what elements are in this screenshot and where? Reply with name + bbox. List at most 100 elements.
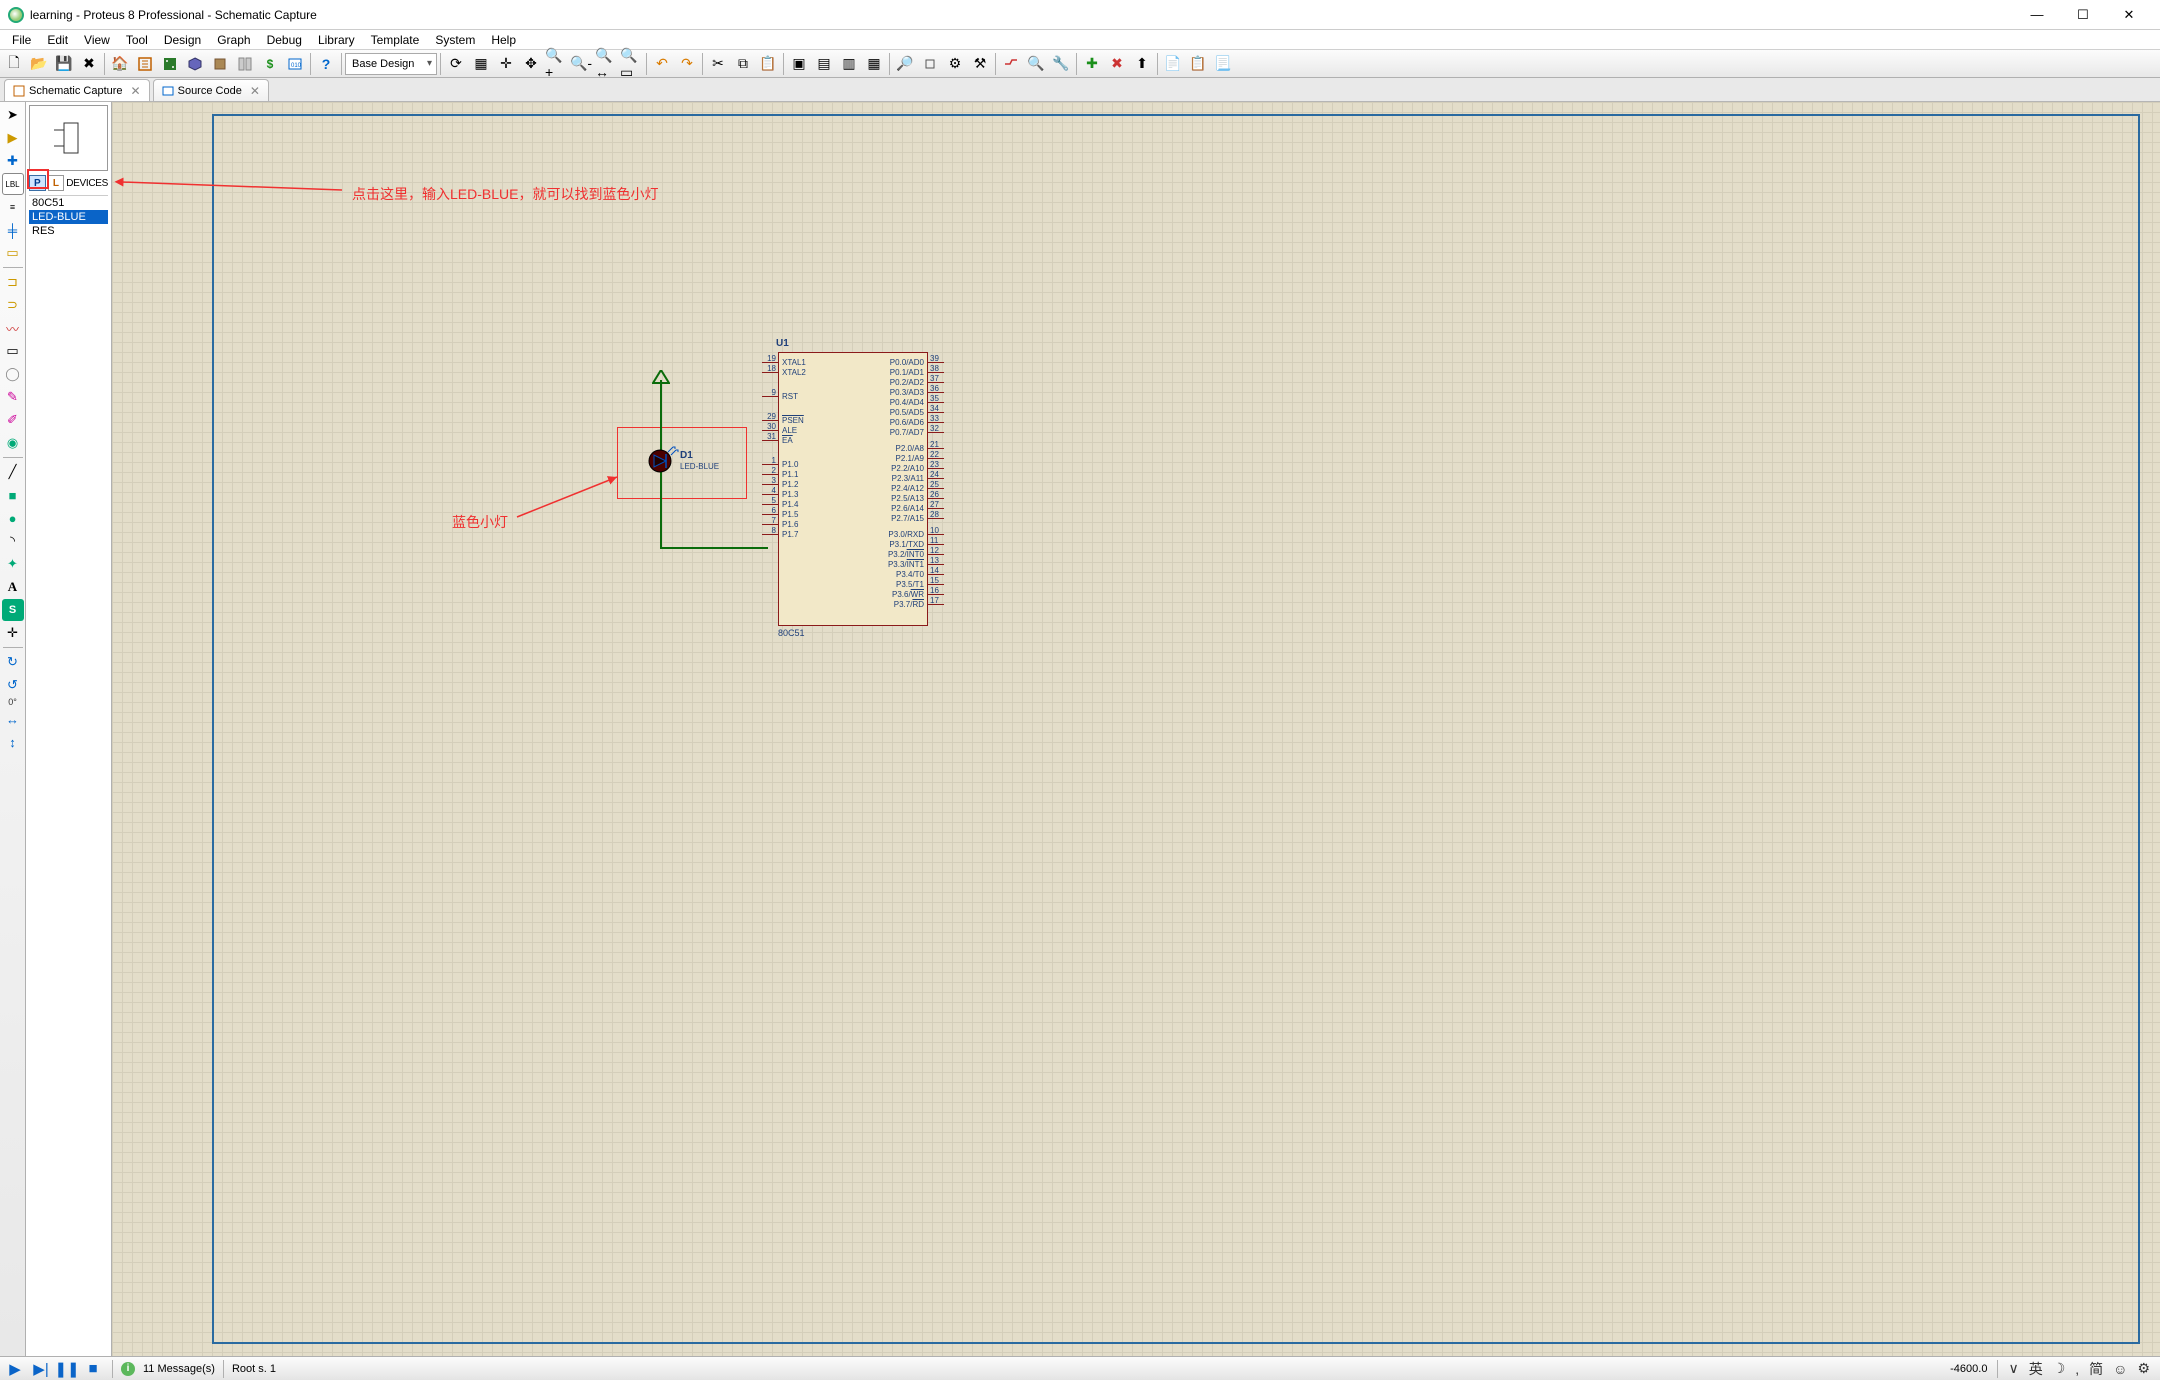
subcircuit-icon[interactable]: ▭ <box>2 242 24 264</box>
junction-mode-icon[interactable]: ✚ <box>2 150 24 172</box>
wire-autorouter-icon[interactable] <box>999 52 1023 76</box>
tape-recorder-icon[interactable]: ▭ <box>2 340 24 362</box>
pick-device-icon[interactable]: 🔎 <box>893 52 917 76</box>
tab-close-icon[interactable]: ✕ <box>246 84 260 98</box>
ime-settings-icon[interactable]: ⚙ <box>2137 1360 2150 1377</box>
mirror-h-icon[interactable]: ↔ <box>2 708 24 730</box>
ime-lang[interactable]: 英 <box>2029 1359 2043 1379</box>
instrument-icon[interactable]: ◉ <box>2 432 24 454</box>
refresh-icon[interactable]: ⟳ <box>444 52 468 76</box>
list-item[interactable]: LED-BLUE <box>29 210 108 224</box>
menu-edit[interactable]: Edit <box>39 31 76 49</box>
new-file-icon[interactable]: 🗋 <box>2 52 26 76</box>
wire-label-icon[interactable]: LBL <box>2 173 24 195</box>
step-button[interactable]: ▶| <box>30 1360 52 1378</box>
home-icon[interactable]: 🏠 <box>108 52 132 76</box>
zoom-in-icon[interactable]: 🔍+ <box>544 52 568 76</box>
ime-moon-icon[interactable]: ☽ <box>2053 1360 2066 1377</box>
help-icon[interactable]: ? <box>314 52 338 76</box>
pan-icon[interactable]: ✥ <box>519 52 543 76</box>
rotate-cw-icon[interactable]: ↻ <box>2 651 24 673</box>
menu-file[interactable]: File <box>4 31 39 49</box>
pause-button[interactable]: ❚❚ <box>56 1360 78 1378</box>
schematic-icon[interactable] <box>133 52 157 76</box>
grid-icon[interactable]: ▦ <box>469 52 493 76</box>
2d-path-icon[interactable]: ✦ <box>2 553 24 575</box>
2d-line-icon[interactable]: ╱ <box>2 461 24 483</box>
save-file-icon[interactable]: 💾 <box>52 52 76 76</box>
menu-debug[interactable]: Debug <box>259 31 310 49</box>
canvas-viewport[interactable]: 点击这里，输入LED-BLUE，就可以找到蓝色小灯 蓝色小灯 <box>112 102 2160 1356</box>
zoom-out-icon[interactable]: 🔍- <box>569 52 593 76</box>
messages-icon[interactable]: i <box>121 1362 135 1376</box>
schematic-canvas[interactable]: 点击这里，输入LED-BLUE，就可以找到蓝色小灯 蓝色小灯 <box>112 102 2160 1356</box>
open-file-icon[interactable]: 📂 <box>27 52 51 76</box>
close-project-icon[interactable]: ✖ <box>77 52 101 76</box>
gerber-icon[interactable] <box>208 52 232 76</box>
2d-circle-icon[interactable]: ● <box>2 507 24 529</box>
2d-box-icon[interactable]: ■ <box>2 484 24 506</box>
cut-icon[interactable]: ✂ <box>706 52 730 76</box>
bom-report-icon[interactable]: 📄 <box>1161 52 1185 76</box>
stop-button[interactable]: ■ <box>82 1360 104 1378</box>
selection-mode-icon[interactable]: ➤ <box>2 104 24 126</box>
source-code-icon[interactable]: 010 <box>283 52 307 76</box>
close-button[interactable]: ✕ <box>2106 0 2152 30</box>
block-delete-icon[interactable]: ▦ <box>862 52 886 76</box>
copy-icon[interactable]: ⧉ <box>731 52 755 76</box>
tab-close-icon[interactable]: ✕ <box>127 84 141 98</box>
voltage-probe-icon[interactable]: ✎ <box>2 386 24 408</box>
2d-marker-icon[interactable]: ✛ <box>2 622 24 644</box>
libraries-button[interactable]: L <box>48 175 65 191</box>
menu-tool[interactable]: Tool <box>118 31 156 49</box>
menu-help[interactable]: Help <box>483 31 524 49</box>
2d-symbol-icon[interactable]: S <box>2 599 24 621</box>
mirror-v-icon[interactable]: ↕ <box>2 731 24 753</box>
messages-count[interactable]: 11 Message(s) <box>143 1363 215 1375</box>
origin-icon[interactable]: ✛ <box>494 52 518 76</box>
netlist-icon[interactable]: 📃 <box>1211 52 1235 76</box>
current-probe-icon[interactable]: ✐ <box>2 409 24 431</box>
menu-design[interactable]: Design <box>156 31 209 49</box>
ime-smiley-icon[interactable]: ☺ <box>2113 1361 2127 1377</box>
menu-template[interactable]: Template <box>363 31 428 49</box>
maximize-button[interactable]: ☐ <box>2060 0 2106 30</box>
text-script-icon[interactable]: ≡ <box>2 196 24 218</box>
menu-system[interactable]: System <box>427 31 483 49</box>
component-mode-icon[interactable]: ▶ <box>2 127 24 149</box>
rotate-ccw-icon[interactable]: ↺ <box>2 674 24 696</box>
pcb-icon[interactable] <box>158 52 182 76</box>
search-tag-icon[interactable]: 🔍 <box>1024 52 1048 76</box>
tab-source-code[interactable]: Source Code✕ <box>153 79 269 101</box>
zoom-area-icon[interactable]: 🔍▭ <box>619 52 643 76</box>
packaging-icon[interactable]: ⚙ <box>943 52 967 76</box>
list-item[interactable]: RES <box>29 224 108 238</box>
block-copy-icon[interactable]: ▣ <box>787 52 811 76</box>
decompose-icon[interactable]: ⚒ <box>968 52 992 76</box>
variant-combo[interactable]: Base Design <box>345 53 437 75</box>
graph-icon[interactable]: 〰 <box>2 317 24 339</box>
redo-icon[interactable]: ↷ <box>675 52 699 76</box>
menu-view[interactable]: View <box>76 31 118 49</box>
make-device-icon[interactable] <box>918 52 942 76</box>
2d-text-icon[interactable]: A <box>2 576 24 598</box>
exit-to-parent-icon[interactable]: ⬆ <box>1130 52 1154 76</box>
erc-icon[interactable]: 📋 <box>1186 52 1210 76</box>
block-rotate-icon[interactable]: ▥ <box>837 52 861 76</box>
menu-graph[interactable]: Graph <box>209 31 258 49</box>
component-80c51[interactable]: U1 80C51 19XTAL118XTAL29RST29PSEN30ALE31… <box>768 342 948 642</box>
ime-simplified[interactable]: 简 <box>2089 1359 2103 1379</box>
ime-expand-icon[interactable]: ∨ <box>2008 1360 2018 1377</box>
terminal-icon[interactable]: ⊐ <box>2 271 24 293</box>
bom-icon[interactable]: $ <box>258 52 282 76</box>
new-sheet-icon[interactable]: ✚ <box>1080 52 1104 76</box>
pick-parts-button[interactable]: P <box>29 175 46 191</box>
zoom-fit-icon[interactable]: 🔍↔ <box>594 52 618 76</box>
property-assign-icon[interactable]: 🔧 <box>1049 52 1073 76</box>
ime-comma-icon[interactable]: , <box>2075 1361 2079 1377</box>
3d-view-icon[interactable] <box>183 52 207 76</box>
block-move-icon[interactable]: ▤ <box>812 52 836 76</box>
device-list[interactable]: 80C51LED-BLUERES <box>29 195 108 1356</box>
design-explorer-icon[interactable] <box>233 52 257 76</box>
play-button[interactable]: ▶ <box>4 1360 26 1378</box>
